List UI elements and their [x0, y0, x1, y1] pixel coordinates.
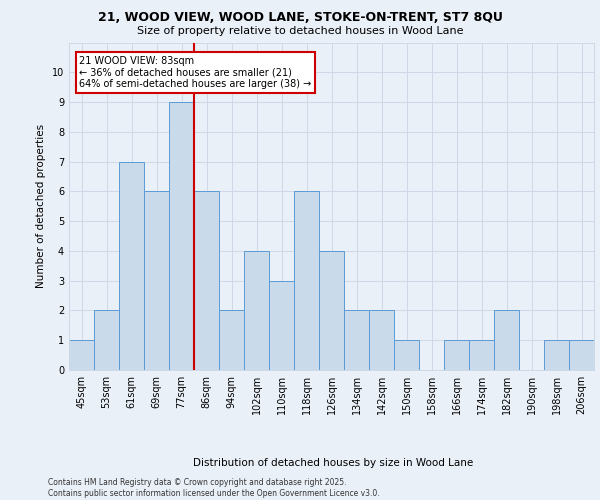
- Bar: [544, 340, 569, 370]
- Bar: [394, 340, 419, 370]
- Text: 21 WOOD VIEW: 83sqm
← 36% of detached houses are smaller (21)
64% of semi-detach: 21 WOOD VIEW: 83sqm ← 36% of detached ho…: [79, 56, 311, 89]
- Bar: [344, 310, 369, 370]
- Bar: [244, 251, 269, 370]
- Text: Contains HM Land Registry data © Crown copyright and database right 2025.
Contai: Contains HM Land Registry data © Crown c…: [48, 478, 380, 498]
- Bar: [119, 162, 144, 370]
- Bar: [494, 310, 519, 370]
- Bar: [169, 102, 194, 370]
- Bar: [219, 310, 244, 370]
- Bar: [269, 280, 294, 370]
- Bar: [569, 340, 594, 370]
- Y-axis label: Number of detached properties: Number of detached properties: [37, 124, 46, 288]
- Bar: [469, 340, 494, 370]
- Bar: [369, 310, 394, 370]
- Bar: [144, 192, 169, 370]
- Bar: [319, 251, 344, 370]
- Bar: [194, 192, 219, 370]
- Text: Distribution of detached houses by size in Wood Lane: Distribution of detached houses by size …: [193, 458, 473, 468]
- Bar: [294, 192, 319, 370]
- Text: 21, WOOD VIEW, WOOD LANE, STOKE-ON-TRENT, ST7 8QU: 21, WOOD VIEW, WOOD LANE, STOKE-ON-TRENT…: [98, 11, 502, 24]
- Bar: [444, 340, 469, 370]
- Text: Size of property relative to detached houses in Wood Lane: Size of property relative to detached ho…: [137, 26, 463, 36]
- Bar: [94, 310, 119, 370]
- Bar: [69, 340, 94, 370]
